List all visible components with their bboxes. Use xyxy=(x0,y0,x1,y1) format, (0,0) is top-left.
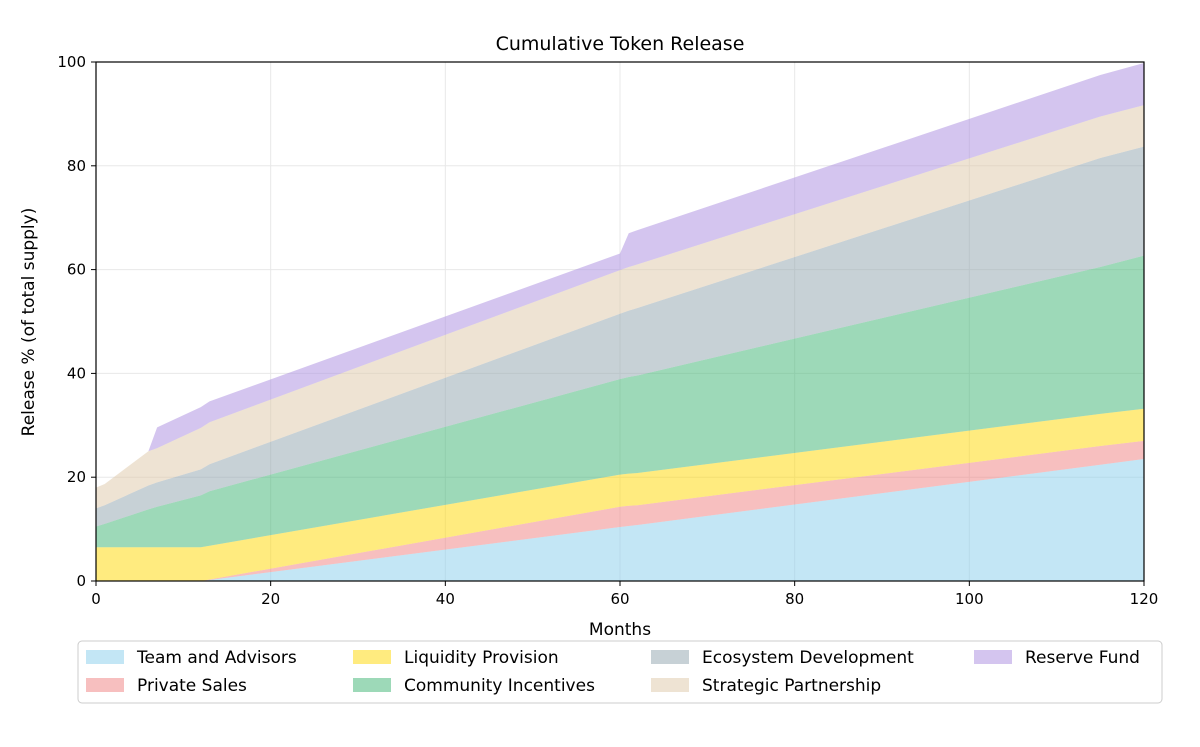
x-tick-label-1: 20 xyxy=(261,590,280,608)
legend-swatch-reserve-fund xyxy=(974,650,1012,664)
legend-swatch-ecosystem-development xyxy=(651,650,689,664)
y-tick-label-5: 100 xyxy=(57,53,86,71)
legend-label-reserve-fund: Reserve Fund xyxy=(1025,648,1140,668)
legend-label-strategic-partnership: Strategic Partnership xyxy=(702,676,881,696)
legend: Team and Advisors Private Sales Liquidity … xyxy=(77,640,1163,704)
area-reserve-fund xyxy=(96,63,1144,488)
area-team-and-advisors xyxy=(96,459,1144,581)
area-strategic-partnership xyxy=(96,105,1144,509)
y-tick-label-4: 80 xyxy=(67,157,86,175)
legend-label-team-and-advisors: Team and Advisors xyxy=(136,648,297,668)
chart-title: Cumulative Token Release xyxy=(496,33,745,55)
y-tick-label-2: 40 xyxy=(67,364,86,382)
legend-label-liquidity-provision: Liquidity Provision xyxy=(404,648,559,668)
x-axis-ticks: 0 20 40 60 80 100 120 xyxy=(91,581,1158,608)
y-axis-ticks: 0 20 40 60 80 100 xyxy=(57,53,96,590)
legend-swatch-team-and-advisors xyxy=(86,650,124,664)
areas xyxy=(96,63,1144,581)
x-axis-label: Months xyxy=(589,620,651,640)
x-tick-label-6: 120 xyxy=(1130,590,1159,608)
y-tick-label-0: 0 xyxy=(76,572,86,590)
y-tick-label-1: 20 xyxy=(67,468,86,486)
legend-label-community-incentives: Community Incentives xyxy=(404,676,595,696)
legend-label-ecosystem-development: Ecosystem Development xyxy=(702,648,914,668)
legend-label-private-sales: Private Sales xyxy=(137,676,247,696)
y-tick-label-3: 60 xyxy=(67,261,86,279)
legend-swatch-liquidity-provision xyxy=(353,650,391,664)
area-private-sales xyxy=(96,440,1144,581)
x-tick-label-4: 80 xyxy=(785,590,804,608)
legend-swatch-community-incentives xyxy=(353,678,391,692)
legend-swatch-strategic-partnership xyxy=(651,678,689,692)
x-tick-label-5: 100 xyxy=(955,590,984,608)
x-tick-label-3: 60 xyxy=(610,590,629,608)
x-tick-label-0: 0 xyxy=(91,590,101,608)
x-tick-label-2: 40 xyxy=(436,590,455,608)
area-community-incentives xyxy=(96,255,1144,548)
legend-frame xyxy=(77,640,1163,704)
area-liquidity-provision xyxy=(96,408,1144,581)
area-ecosystem-development xyxy=(96,146,1144,527)
y-axis-label: Release % (of total supply) xyxy=(19,208,39,437)
legend-swatch-private-sales xyxy=(86,678,124,692)
